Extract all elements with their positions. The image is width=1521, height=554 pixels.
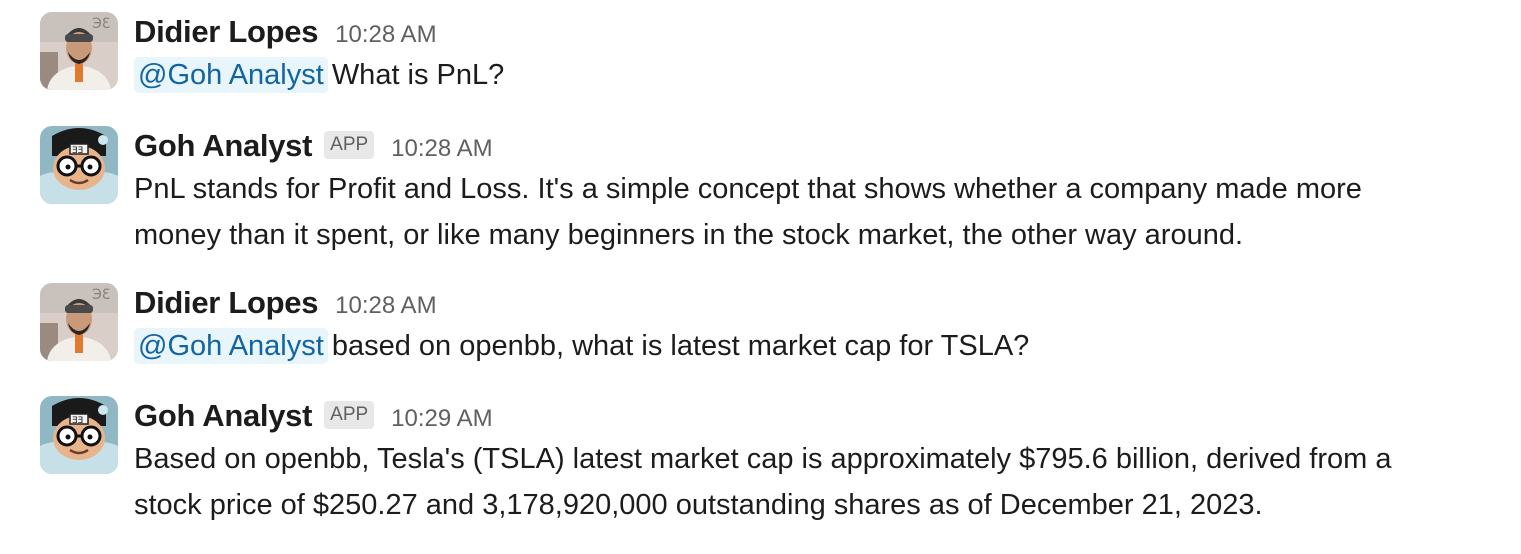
timestamp[interactable]: 10:28 AM bbox=[391, 135, 493, 162]
message-line-1: PnL stands for Profit and Loss. It's a s… bbox=[134, 173, 1362, 205]
person-photo-avatar-icon: ЭƐ bbox=[40, 12, 118, 90]
message-text: PnL stands for Profit and Loss. It's a s… bbox=[134, 166, 1510, 258]
sender-name[interactable]: Didier Lopes bbox=[134, 285, 319, 320]
message-line-2: money than it spent, or like many beginn… bbox=[134, 219, 1244, 251]
timestamp[interactable]: 10:28 AM bbox=[335, 21, 437, 48]
avatar-goh-analyst[interactable]: ƎƎ bbox=[40, 396, 118, 474]
timestamp[interactable]: 10:28 AM bbox=[335, 292, 437, 319]
message-text: @Goh Analyst What is PnL? bbox=[134, 52, 1510, 98]
message-body: What is PnL? bbox=[331, 59, 505, 91]
cartoon-character-avatar-icon: ƎƎ bbox=[40, 396, 118, 474]
message-header: Didier Lopes 10:28 AM bbox=[134, 12, 1510, 52]
svg-text:ƎƎ: ƎƎ bbox=[72, 416, 83, 426]
user-mention[interactable]: @Goh Analyst bbox=[134, 328, 328, 364]
svg-text:ƎƎ: ƎƎ bbox=[72, 146, 83, 156]
message-line-2: stock price of $250.27 and 3,178,920,000… bbox=[134, 489, 1263, 521]
avatar-didier-lopes[interactable]: ЭƐ bbox=[40, 283, 118, 361]
avatar-didier-lopes[interactable]: ЭƐ bbox=[40, 12, 118, 90]
message-content: Goh Analyst APP 10:28 AM PnL stands for … bbox=[134, 126, 1510, 258]
message-content: Didier Lopes 10:28 AM @Goh Analyst based … bbox=[134, 283, 1510, 369]
message-text: @Goh Analyst based on openbb, what is lat… bbox=[134, 323, 1510, 369]
app-badge: APP bbox=[324, 131, 375, 159]
app-badge: APP bbox=[324, 401, 375, 429]
svg-text:ЭƐ: ЭƐ bbox=[92, 287, 110, 303]
message-text: Based on openbb, Tesla's (TSLA) latest m… bbox=[134, 436, 1510, 528]
sender-name[interactable]: Goh Analyst bbox=[134, 128, 313, 163]
cartoon-character-avatar-icon: ƎƎ bbox=[40, 126, 118, 204]
sender-name[interactable]: Didier Lopes bbox=[134, 14, 319, 49]
sender-name[interactable]: Goh Analyst bbox=[134, 398, 313, 433]
message-content: Goh Analyst APP 10:29 AM Based on openbb… bbox=[134, 396, 1510, 528]
user-mention[interactable]: @Goh Analyst bbox=[134, 57, 328, 93]
timestamp[interactable]: 10:29 AM bbox=[391, 405, 493, 432]
message-line-1: Based on openbb, Tesla's (TSLA) latest m… bbox=[134, 443, 1392, 475]
message-content: Didier Lopes 10:28 AM @Goh Analyst What i… bbox=[134, 12, 1510, 98]
message-header: Goh Analyst APP 10:28 AM bbox=[134, 126, 1510, 166]
svg-text:ЭƐ: ЭƐ bbox=[92, 16, 110, 32]
message-header: Didier Lopes 10:28 AM bbox=[134, 283, 1510, 323]
person-photo-avatar-icon: ЭƐ bbox=[40, 283, 118, 361]
message-body: based on openbb, what is latest market c… bbox=[331, 330, 1030, 362]
message-header: Goh Analyst APP 10:29 AM bbox=[134, 396, 1510, 436]
avatar-goh-analyst[interactable]: ƎƎ bbox=[40, 126, 118, 204]
